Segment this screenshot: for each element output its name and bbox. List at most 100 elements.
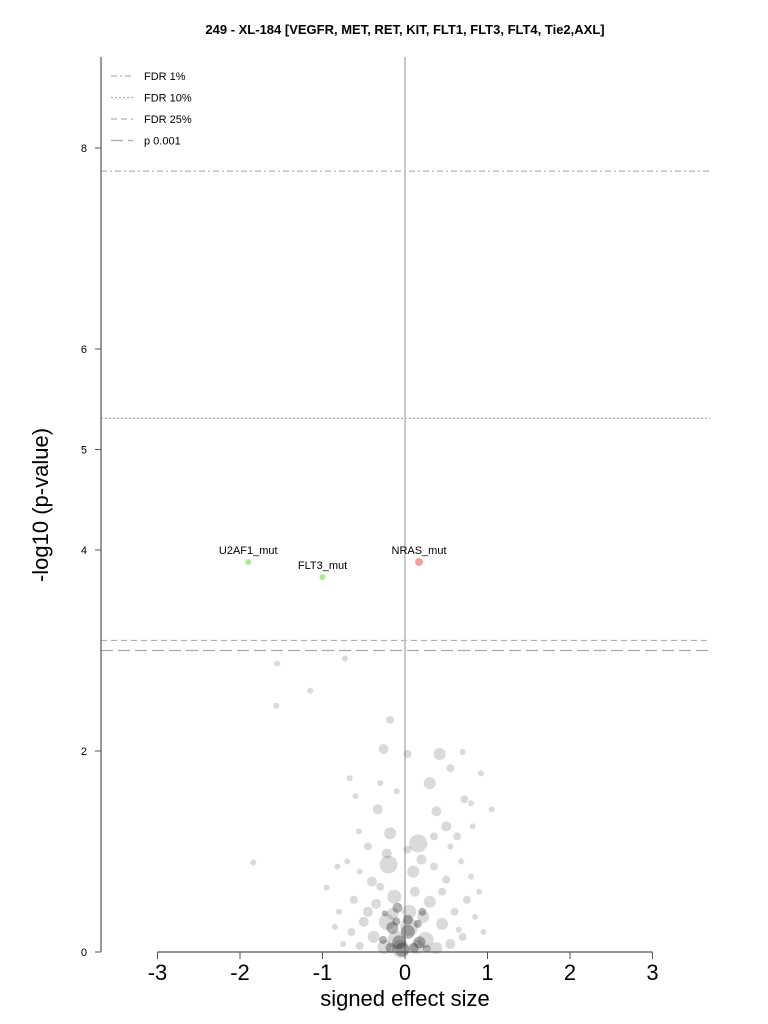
legend: FDR 1% FDR 10% FDR 25% p 0.001 <box>111 71 192 148</box>
y-tick-label: 4 <box>81 545 87 557</box>
legend-entry: p 0.001 <box>144 136 181 148</box>
x-tick-label: 0 <box>399 960 411 985</box>
data-point <box>250 859 257 866</box>
data-point <box>409 834 428 853</box>
data-point <box>418 907 427 916</box>
data-point <box>445 938 456 949</box>
data-point <box>323 884 330 891</box>
data-point <box>378 743 389 754</box>
chart-title: 249 - XL-184 [VEGFR, MET, RET, KIT, FLT1… <box>205 22 604 37</box>
data-point <box>410 939 425 954</box>
data-point <box>367 930 380 943</box>
data-point <box>385 942 396 953</box>
x-tick-label: 2 <box>564 960 576 985</box>
highlighted-point <box>245 559 252 566</box>
x-tick-label: -1 <box>313 960 333 985</box>
data-point <box>379 935 388 944</box>
data-point <box>455 926 462 933</box>
data-point <box>423 777 436 790</box>
data-point <box>488 806 495 813</box>
x-tick-label: 3 <box>646 960 658 985</box>
data-point <box>340 940 347 947</box>
data-point <box>371 898 382 909</box>
highlighted-point <box>415 558 424 567</box>
data-point <box>458 932 467 941</box>
data-point <box>392 935 407 950</box>
data-point <box>386 921 399 934</box>
data-point <box>400 924 415 939</box>
data-point <box>429 862 438 871</box>
data-point <box>416 854 427 865</box>
data-point <box>436 917 449 930</box>
data-point <box>402 904 417 919</box>
data-point <box>462 895 471 904</box>
data-point <box>367 876 377 887</box>
data-point <box>355 828 362 835</box>
data-point <box>307 687 314 694</box>
data-point <box>413 936 426 949</box>
data-point <box>273 702 280 709</box>
y-tick-label: 6 <box>81 344 87 356</box>
data-point <box>409 886 420 897</box>
data-point <box>377 939 392 954</box>
data-point <box>392 902 403 913</box>
data-point <box>352 793 359 800</box>
data-point <box>386 715 395 724</box>
data-point <box>408 942 419 953</box>
data-point <box>447 843 454 850</box>
data-point <box>441 821 452 832</box>
data-point <box>423 895 436 908</box>
data-point <box>403 845 412 854</box>
legend-entry: FDR 10% <box>144 93 192 105</box>
data-point <box>476 888 483 895</box>
point-label: FLT3_mut <box>298 560 347 572</box>
data-point <box>347 927 356 936</box>
data-point <box>438 887 447 896</box>
data-point <box>378 913 395 930</box>
data-point <box>468 800 474 807</box>
data-point <box>387 889 402 904</box>
x-tick-label: -3 <box>148 960 168 985</box>
data-point <box>446 764 455 773</box>
background-points <box>250 655 495 958</box>
data-point <box>460 795 469 804</box>
x-tick-label: 1 <box>481 960 493 985</box>
data-point <box>431 806 442 817</box>
data-point <box>469 823 476 830</box>
data-point <box>376 882 385 891</box>
data-point <box>274 660 281 667</box>
data-point <box>355 941 364 950</box>
highlighted-points: U2AF1_mut FLT3_mut NRAS_mut <box>219 545 447 581</box>
data-point <box>372 804 383 815</box>
data-point <box>450 907 459 916</box>
point-label: U2AF1_mut <box>219 545 278 557</box>
data-point <box>341 655 348 662</box>
data-point <box>392 917 401 926</box>
axes: 0 2 4 5 6 8 -3 -2 -1 0 1 2 3 <box>81 57 659 985</box>
legend-entry: FDR 1% <box>144 71 186 83</box>
data-point <box>381 910 388 917</box>
legend-entry: FDR 25% <box>144 114 192 126</box>
highlighted-point <box>319 574 326 581</box>
data-point <box>386 907 399 920</box>
data-point <box>402 914 413 925</box>
data-point <box>480 928 487 935</box>
data-point <box>429 832 438 841</box>
data-point <box>459 749 466 756</box>
data-point <box>452 832 461 841</box>
data-point <box>400 917 419 936</box>
data-point <box>430 941 443 954</box>
data-point <box>377 780 384 787</box>
data-point <box>477 770 484 777</box>
data-point <box>393 788 400 795</box>
y-tick-label: 8 <box>81 143 87 155</box>
data-point <box>413 919 422 928</box>
data-point <box>387 930 406 949</box>
y-axis-label: -log10 (p-value) <box>28 428 53 582</box>
data-point <box>336 908 342 915</box>
data-point <box>358 916 369 927</box>
data-point <box>379 855 398 874</box>
threshold-lines <box>101 57 710 952</box>
data-point <box>422 944 431 953</box>
